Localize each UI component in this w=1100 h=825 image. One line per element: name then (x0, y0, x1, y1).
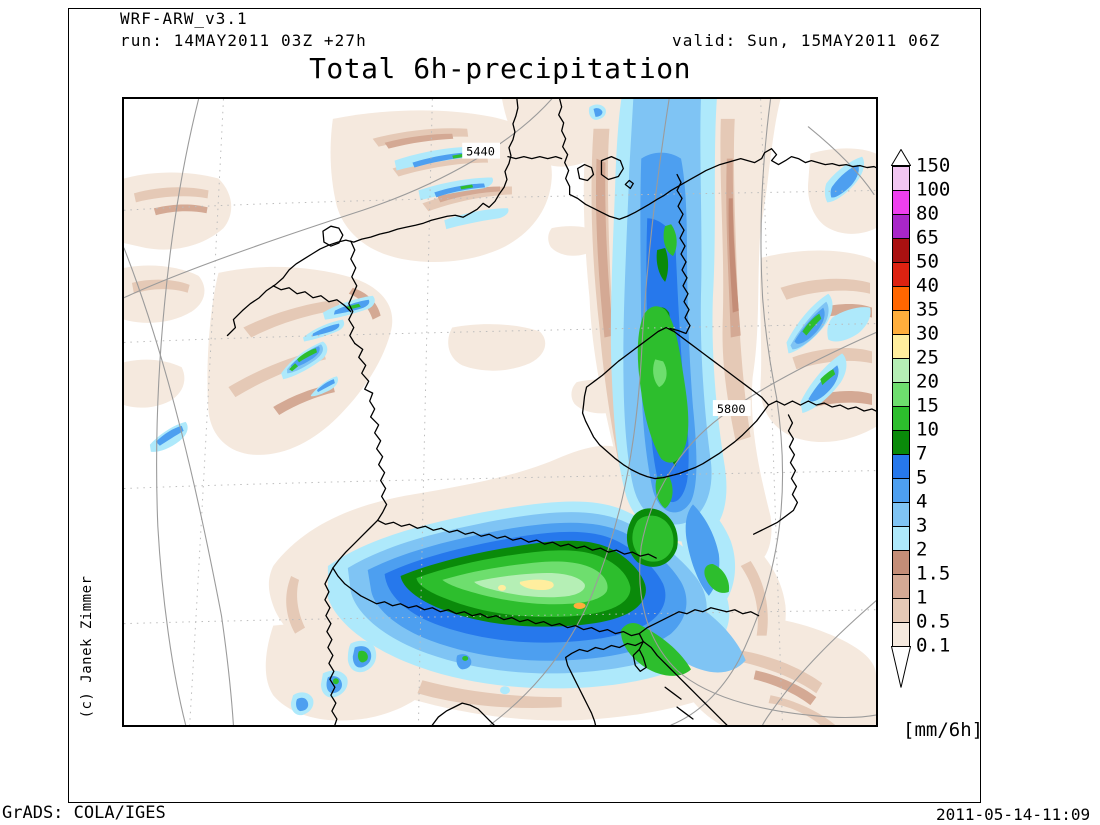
precip-brown (728, 198, 739, 313)
colorbar-level-label: 25 (916, 346, 939, 369)
precip-yellow-orange (498, 579, 586, 609)
colorbar-swatch (892, 286, 910, 311)
colorbar-level-label: 4 (916, 490, 928, 513)
colorbar-level-label: 1 (916, 586, 928, 609)
colorbar-swatch (892, 406, 910, 431)
colorbar-swatch (892, 334, 910, 359)
colorbar-level-label: 1.5 (916, 562, 951, 585)
colorbar-level-label: 50 (916, 250, 939, 273)
precipitation-map: 5440 5800 (123, 98, 877, 726)
timestamp-label: 2011-05-14-11:09 (936, 805, 1091, 824)
colorbar-swatch (892, 214, 910, 239)
colorbar-swatch (892, 622, 910, 647)
credit-label: (c) Janek Zimmer (79, 575, 95, 719)
colorbar-swatch (892, 238, 910, 263)
colorbar-level-label: 65 (916, 226, 939, 249)
page-title: Total 6h-precipitation (309, 52, 691, 85)
colorbar-swatch (892, 478, 910, 503)
colorbar-level-label: 80 (916, 202, 939, 225)
colorbar-swatch (892, 550, 910, 575)
colorbar-level-label: 20 (916, 370, 939, 393)
colorbar-level-label: 7 (916, 442, 928, 465)
colorbar-level-label: 5 (916, 466, 928, 489)
colorbar-level-label: 100 (916, 178, 951, 201)
colorbar-level-label: 35 (916, 298, 939, 321)
height-contours (123, 98, 877, 726)
valid-label: valid: Sun, 15MAY2011 06Z (672, 31, 941, 50)
colorbar-level-label: 3 (916, 514, 928, 537)
colorbar-swatch (892, 166, 910, 191)
colorbar-swatch (892, 430, 910, 455)
contour-label-5800: 5800 (717, 402, 746, 416)
colorbar-swatch (892, 358, 910, 383)
colorbar-swatch (892, 310, 910, 335)
colorbar-swatch (892, 454, 910, 479)
contour-label-5440: 5440 (466, 145, 495, 159)
contour-labels: 5440 5800 (462, 142, 751, 416)
colorbar-swatch (892, 382, 910, 407)
colorbar-swatch (892, 526, 910, 551)
run-label: run: 14MAY2011 03Z +27h (120, 31, 367, 50)
colorbar-level-label: 150 (916, 154, 951, 177)
contour-label-bg (712, 400, 751, 416)
contour-label-bg (462, 142, 500, 159)
colorbar-level-label: 10 (916, 418, 939, 441)
colorbar-units-label: [mm/6h] (903, 719, 984, 741)
colorbar-labels: 150 100 80 65 50 40 35 30 25 20 15 10 7 5 4 3 2 1.5 1 0.5 0.… (916, 156, 986, 655)
colorbar-swatch (892, 502, 910, 527)
coastlines-borders (226, 98, 877, 726)
map-panel: 5440 5800 (122, 97, 878, 727)
colorbar-level-label: 0.5 (916, 610, 951, 633)
colorbar-swatches (892, 166, 910, 647)
colorbar-level-label: 2 (916, 538, 928, 561)
colorbar-bottom-arrow (891, 646, 911, 688)
colorbar-level-label: 30 (916, 322, 939, 345)
colorbar-level-label: 15 (916, 394, 939, 417)
colorbar-swatch (892, 574, 910, 599)
colorbar-level-label: 40 (916, 274, 939, 297)
model-label: WRF-ARW_v3.1 (120, 9, 248, 28)
grads-credit-label: GrADS: COLA/IGES (2, 803, 166, 823)
colorbar-level-label: 0.1 (916, 634, 951, 657)
colorbar-top-arrow (891, 149, 911, 166)
colorbar-swatch (892, 262, 910, 287)
page-frame (68, 8, 981, 803)
colorbar-swatch (892, 598, 910, 623)
colorbar-swatch (892, 190, 910, 215)
